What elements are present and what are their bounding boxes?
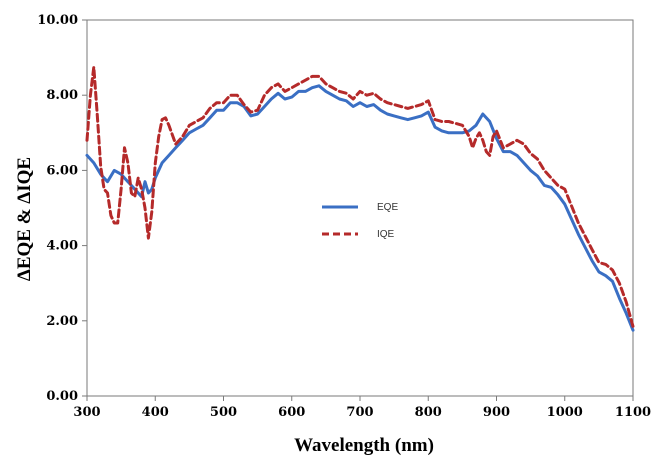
legend-label-eqe: EQE xyxy=(377,202,398,213)
y-axis-title: ΔEQE & ΔIQE xyxy=(14,157,35,281)
x-tick-label: 900 xyxy=(483,405,510,420)
series-line-iqe xyxy=(85,65,635,328)
x-tick-label: 500 xyxy=(210,405,237,420)
x-tick-label: 300 xyxy=(73,405,100,420)
x-tick-label: 400 xyxy=(142,405,169,420)
series-layer xyxy=(85,65,635,332)
legend-label-iqe: IQE xyxy=(377,229,395,240)
x-tick-label: 1000 xyxy=(547,405,583,420)
x-axis-title: Wavelength (nm) xyxy=(294,435,434,456)
y-tick-label: 6.00 xyxy=(46,163,78,178)
y-tick-label: 4.00 xyxy=(46,239,78,254)
y-tick-label: 10.00 xyxy=(37,13,78,28)
y-tick-label: 8.00 xyxy=(46,88,78,103)
x-tick-label: 700 xyxy=(346,405,373,420)
legend: EQE IQE xyxy=(322,202,398,240)
x-tick-label: 600 xyxy=(278,405,305,420)
y-tick-label: 2.00 xyxy=(46,314,78,329)
y-tick-label: 0.00 xyxy=(46,389,78,404)
x-tick-label: 1100 xyxy=(615,405,651,420)
series-line-eqe xyxy=(85,84,635,332)
y-axis: 0.00 2.00 4.00 6.00 8.00 10.00 xyxy=(37,13,87,404)
x-axis: 300 400 500 600 700 800 900 1000 1100 xyxy=(73,396,651,420)
x-tick-label: 800 xyxy=(415,405,442,420)
